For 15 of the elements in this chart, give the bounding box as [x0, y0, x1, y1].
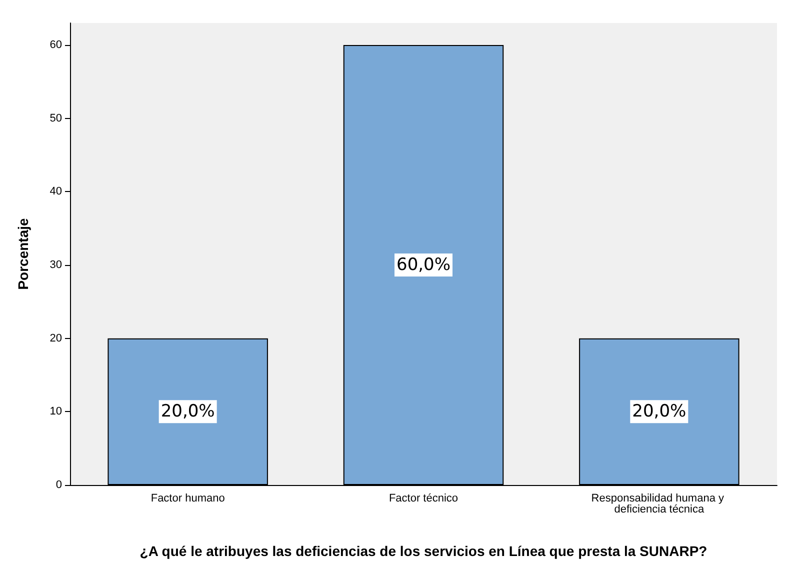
x-tick-label: Responsabilidad humana y deficiencia técnica: [591, 492, 728, 516]
y-tick-label: 0: [56, 479, 62, 491]
x-tick-label: Factor técnico: [388, 492, 458, 504]
y-tick-label: 30: [50, 259, 62, 271]
data-label: 20,0%: [160, 402, 215, 422]
y-tick-label: 20: [50, 332, 62, 344]
x-axis-title: ¿A qué le atribuyes las deficiencias de los servicios en Línea que presta la SUNARP?: [140, 543, 708, 559]
x-tick-label: Factor humano: [150, 492, 225, 504]
y-tick-label: 10: [50, 406, 62, 418]
y-axis-title: Porcentaje: [15, 218, 31, 290]
y-tick-label: 50: [50, 112, 62, 124]
data-label: 20,0%: [632, 402, 686, 422]
y-tick-label: 60: [50, 39, 62, 51]
y-tick-label: 40: [50, 186, 62, 198]
data-label: 60,0%: [396, 255, 451, 275]
